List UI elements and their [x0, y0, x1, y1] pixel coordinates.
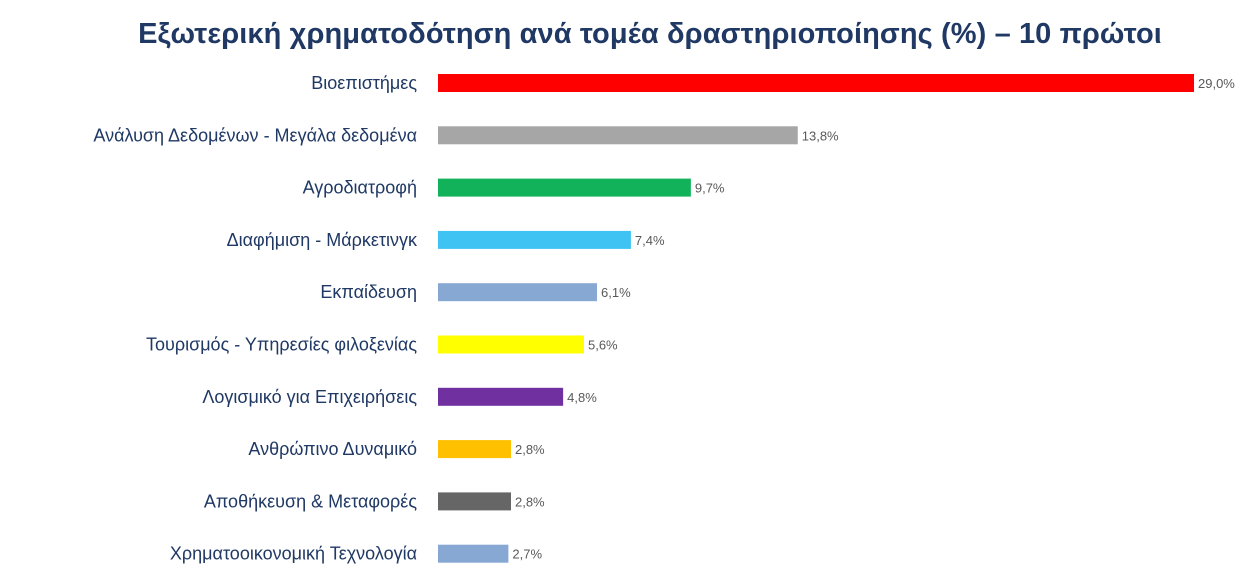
category-label: Διαφήμιση - Μάρκετινγκ [227, 230, 418, 250]
bar [438, 126, 798, 145]
bar [438, 492, 511, 511]
category-label: Αποθήκευση & Μεταφορές [204, 491, 417, 511]
data-label: 2,8% [515, 494, 545, 509]
bar [438, 230, 631, 249]
data-label: 5,6% [588, 338, 618, 353]
chart-title: Εξωτερική χρηματοδότηση ανά τομέα δραστη… [138, 18, 1162, 50]
data-label: 13,8% [802, 128, 839, 143]
category-label: Αγροδιατροφή [303, 178, 417, 198]
category-label: Λογισμικό για Επιχειρήσεις [202, 387, 417, 407]
data-label: 2,8% [515, 442, 545, 457]
data-label: 9,7% [695, 181, 725, 196]
data-label: 29,0% [1198, 76, 1235, 91]
data-label: 4,8% [567, 390, 597, 405]
bar [438, 283, 598, 302]
data-label: 2,7% [512, 547, 542, 562]
category-label: Τουρισμός - Υπηρεσίες φιλοξενίας [146, 335, 417, 355]
bar [438, 178, 691, 197]
data-label: 7,4% [635, 233, 665, 248]
data-label: 6,1% [601, 285, 631, 300]
bar [438, 74, 1194, 92]
category-label: Βιοεπιστήμες [311, 73, 417, 93]
bar [438, 440, 511, 459]
category-label: Χρηματοοικονομική Τεχνολογία [170, 544, 417, 564]
category-label: Εκπαίδευση [320, 282, 417, 302]
bar [438, 335, 584, 354]
bar [438, 544, 509, 563]
category-label: Ανθρώπινο Δυναμικό [248, 439, 417, 459]
bar [438, 387, 564, 406]
category-label: Ανάλυση Δεδομένων - Μεγάλα δεδομένα [93, 125, 417, 145]
